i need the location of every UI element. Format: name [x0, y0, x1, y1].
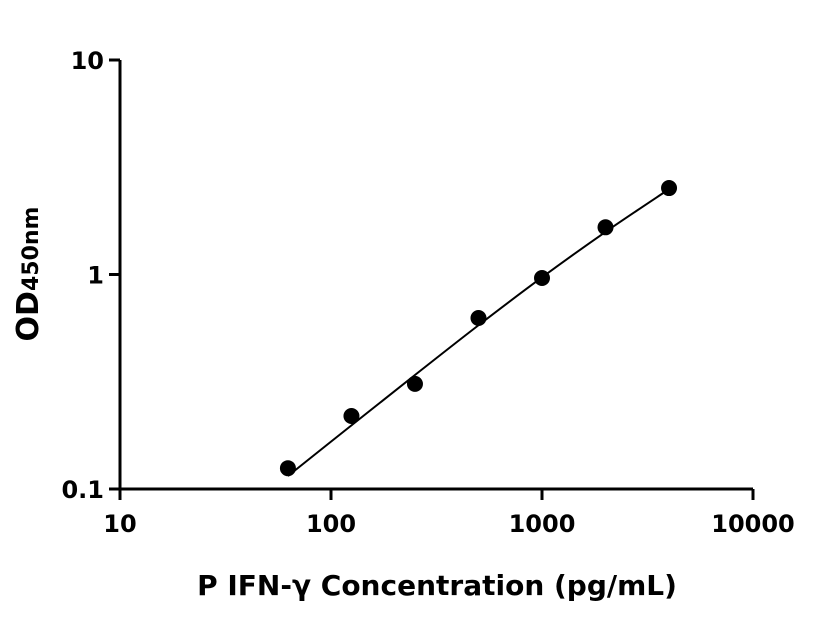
axes	[118, 60, 753, 491]
y-axis-label: OD450nm	[11, 207, 46, 342]
x-tick-label: 10000	[711, 510, 795, 538]
y-tick-label: 10	[71, 47, 104, 75]
data-point	[343, 407, 360, 424]
fit-curve	[287, 188, 670, 477]
data-point	[534, 270, 550, 287]
y-axis-label-main: OD	[11, 291, 46, 341]
data-point	[597, 219, 614, 236]
data-points	[279, 180, 678, 477]
data-point	[661, 180, 678, 197]
x-tick-label: 10	[103, 510, 136, 538]
x-tick-label: 1000	[509, 510, 576, 538]
data-point	[406, 375, 423, 392]
ticks: 10 100 1000 10000 0.1 1 10	[61, 47, 794, 538]
x-axis-label: P IFN-γ Concentration (pg/mL)	[197, 569, 677, 602]
data-point	[470, 309, 487, 326]
y-axis-label-sub: 450nm	[19, 207, 44, 292]
data-point	[279, 460, 296, 477]
x-tick-label: 100	[306, 510, 356, 538]
y-tick-label: 0.1	[61, 476, 104, 504]
y-tick-label: 1	[87, 262, 104, 290]
